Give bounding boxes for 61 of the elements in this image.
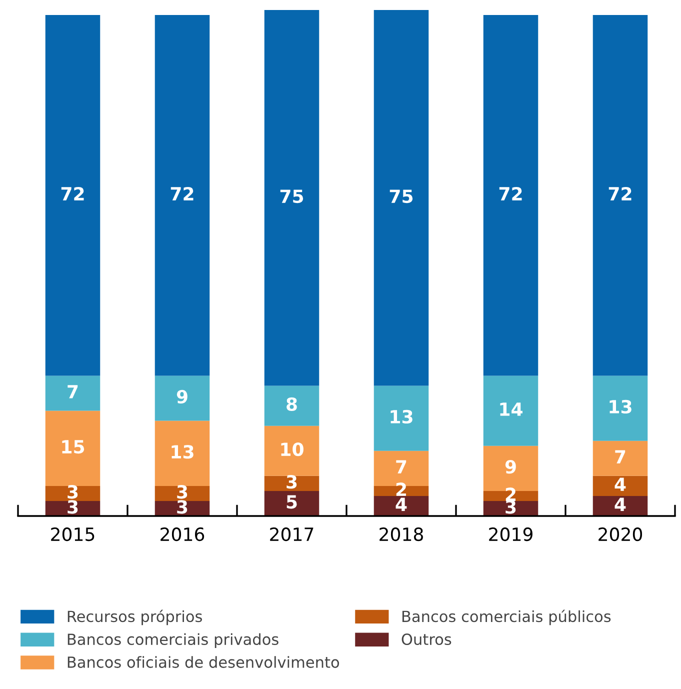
x-tick-label: 2015 [51, 527, 94, 542]
data-label: 72 [608, 186, 632, 200]
bar [154, 15, 210, 376]
legend-label: Bancos comerciais privados [68, 633, 278, 648]
bar [483, 376, 538, 446]
data-label: 3 [177, 485, 188, 499]
data-label: 5 [286, 495, 297, 509]
bar [264, 490, 320, 516]
data-label: 13 [610, 400, 632, 414]
bar [374, 10, 429, 386]
data-label: 75 [280, 190, 304, 204]
data-label: 3 [68, 500, 78, 514]
bar [154, 420, 210, 486]
bar [264, 426, 320, 476]
bar [264, 10, 320, 386]
x-tick-label: 2019 [489, 527, 532, 542]
bar [45, 376, 100, 411]
data-label: 9 [505, 460, 516, 474]
data-label: 7 [68, 385, 78, 398]
bar [264, 386, 320, 426]
bar [45, 15, 100, 376]
data-label: 72 [170, 186, 194, 200]
x-tick-label: 2018 [380, 527, 423, 542]
bar [154, 486, 210, 501]
bar [45, 486, 100, 501]
bar [483, 15, 538, 376]
data-label: 10 [281, 442, 304, 456]
data-label: 15 [62, 440, 84, 454]
data-label: 4 [396, 498, 407, 511]
bar [592, 15, 648, 376]
legend-label: Bancos comerciais públicos [402, 610, 611, 626]
x-tick-label: 2016 [160, 527, 204, 542]
bar [592, 376, 648, 441]
data-label: 7 [396, 460, 406, 474]
data-label: 14 [500, 402, 522, 416]
legend-label: Recursos próprios [68, 610, 202, 626]
data-label: 72 [61, 186, 84, 200]
bar [592, 476, 648, 496]
data-label: 7 [615, 450, 626, 464]
data-label: 3 [177, 500, 188, 514]
data-label: 75 [390, 190, 413, 204]
bar [592, 440, 648, 476]
data-label: 72 [499, 186, 522, 200]
data-label: 9 [176, 390, 188, 404]
bar [264, 476, 320, 491]
x-tick-label: 2020 [598, 527, 642, 542]
data-label: 2 [396, 482, 406, 496]
data-label: 2 [506, 488, 516, 501]
bar [45, 410, 100, 486]
data-label: 4 [614, 498, 626, 511]
data-label: 13 [172, 444, 194, 459]
data-label: 3 [68, 485, 78, 499]
x-tick-label: 2017 [270, 527, 314, 542]
data-label: 13 [390, 410, 412, 424]
legend-label: Outros [402, 634, 452, 646]
data-label: 3 [286, 475, 297, 489]
bar [154, 376, 210, 421]
bar [374, 386, 429, 451]
data-label: 4 [614, 478, 626, 491]
data-label: 8 [286, 397, 297, 412]
legend-label: Bancos oficiais de desenvolvimento [68, 656, 339, 668]
